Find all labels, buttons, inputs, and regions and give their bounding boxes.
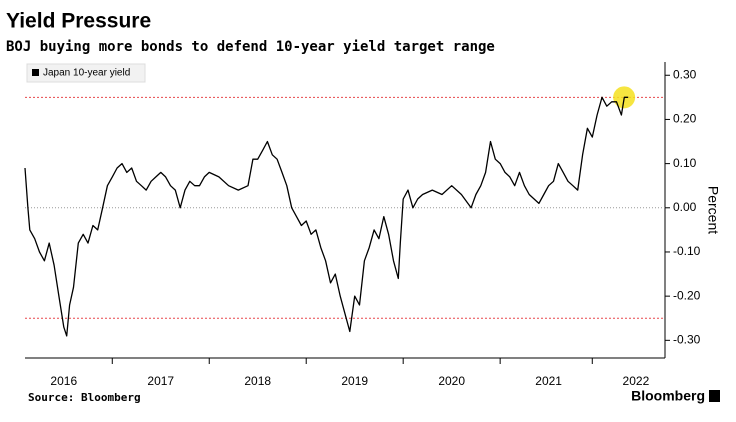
brand: Bloomberg bbox=[631, 388, 705, 404]
legend-label: Japan 10-year yield bbox=[43, 68, 130, 79]
legend-box bbox=[26, 63, 146, 83]
y-axis-label: Percent bbox=[705, 186, 721, 234]
chart-subtitle: BOJ buying more bonds to defend 10-year … bbox=[6, 39, 495, 55]
x-tick-label: 2016 bbox=[50, 374, 77, 388]
y-tick-label: -0.10 bbox=[673, 244, 701, 258]
y-tick-label: -0.20 bbox=[673, 288, 701, 302]
x-tick-label: 2018 bbox=[244, 374, 271, 388]
y-tick-label: 0.20 bbox=[673, 112, 697, 126]
x-tick-label: 2022 bbox=[623, 374, 650, 388]
x-tick-label: 2020 bbox=[438, 374, 465, 388]
x-tick-label: 2021 bbox=[535, 374, 562, 388]
brand-logo bbox=[709, 390, 720, 402]
y-tick-label: 0.00 bbox=[673, 200, 697, 214]
source: Source: Bloomberg bbox=[28, 391, 141, 404]
x-tick-label: 2019 bbox=[341, 374, 368, 388]
y-tick-label: -0.30 bbox=[673, 333, 701, 347]
y-tick-label: 0.10 bbox=[673, 156, 697, 170]
y-tick-label: 0.30 bbox=[673, 67, 697, 81]
legend-swatch bbox=[32, 69, 39, 76]
series-line bbox=[24, 96, 629, 337]
x-tick-label: 2017 bbox=[147, 374, 174, 388]
chart-title: Yield Pressure bbox=[6, 10, 151, 33]
